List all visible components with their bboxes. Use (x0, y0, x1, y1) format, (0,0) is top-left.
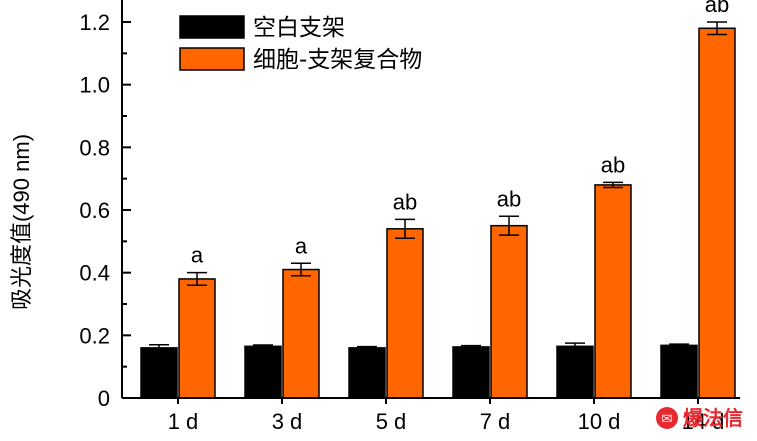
x-tick-label: 7 d (480, 409, 511, 434)
significance-label: ab (705, 0, 729, 17)
legend-label: 空白支架 (253, 15, 345, 41)
y-tick-label: 1.0 (79, 73, 110, 98)
watermark-text: 爆法信 (683, 406, 743, 430)
y-tick-label: 0.2 (79, 323, 110, 348)
significance-label: a (295, 233, 308, 258)
svg-text:✉: ✉ (662, 412, 673, 427)
error-bars (149, 21, 727, 352)
bar (452, 346, 490, 399)
bars (140, 27, 736, 399)
y-tick-label: 0.6 (79, 198, 110, 223)
significance-label: ab (497, 186, 521, 211)
x-tick-label: 1 d (168, 409, 199, 434)
watermark: ✉ 爆法信 (656, 406, 743, 430)
significance-label: ab (601, 152, 625, 177)
bar (490, 224, 528, 399)
x-tick-label: 10 d (578, 409, 621, 434)
y-tick-label: 0.8 (79, 135, 110, 160)
y-tick-label: 1.2 (79, 10, 110, 35)
bar (556, 345, 594, 399)
legend-swatch (179, 47, 245, 71)
significance-label: ab (393, 189, 417, 214)
significance-labels: a a ab ab ab ab (191, 0, 729, 268)
bar (660, 344, 698, 399)
y-tick-label: 0.4 (79, 261, 110, 286)
legend-swatch (179, 15, 245, 39)
significance-label: a (191, 243, 204, 268)
bar (178, 278, 216, 399)
legend-label: 细胞-支架复合物 (253, 47, 422, 73)
bar (140, 347, 178, 399)
bar (348, 347, 386, 399)
x-tick-label: 5 d (376, 409, 407, 434)
bar (698, 27, 736, 399)
x-tick-label: 14 d (682, 409, 725, 434)
axis-labels: 0 0.2 0.4 0.6 0.8 1.0 1.2 1 d 3 d 5 d 7 d 10 d 14 d (79, 10, 724, 434)
y-tick-label: 0 (98, 386, 110, 411)
bar (282, 268, 320, 399)
watermark-logo-icon (656, 407, 678, 429)
bar (594, 184, 632, 399)
bar (386, 228, 424, 399)
bar (244, 345, 282, 399)
x-tick-label: 3 d (272, 409, 303, 434)
y-axis-label: 吸光度值(490 nm) (9, 134, 34, 310)
axes (121, 0, 740, 399)
